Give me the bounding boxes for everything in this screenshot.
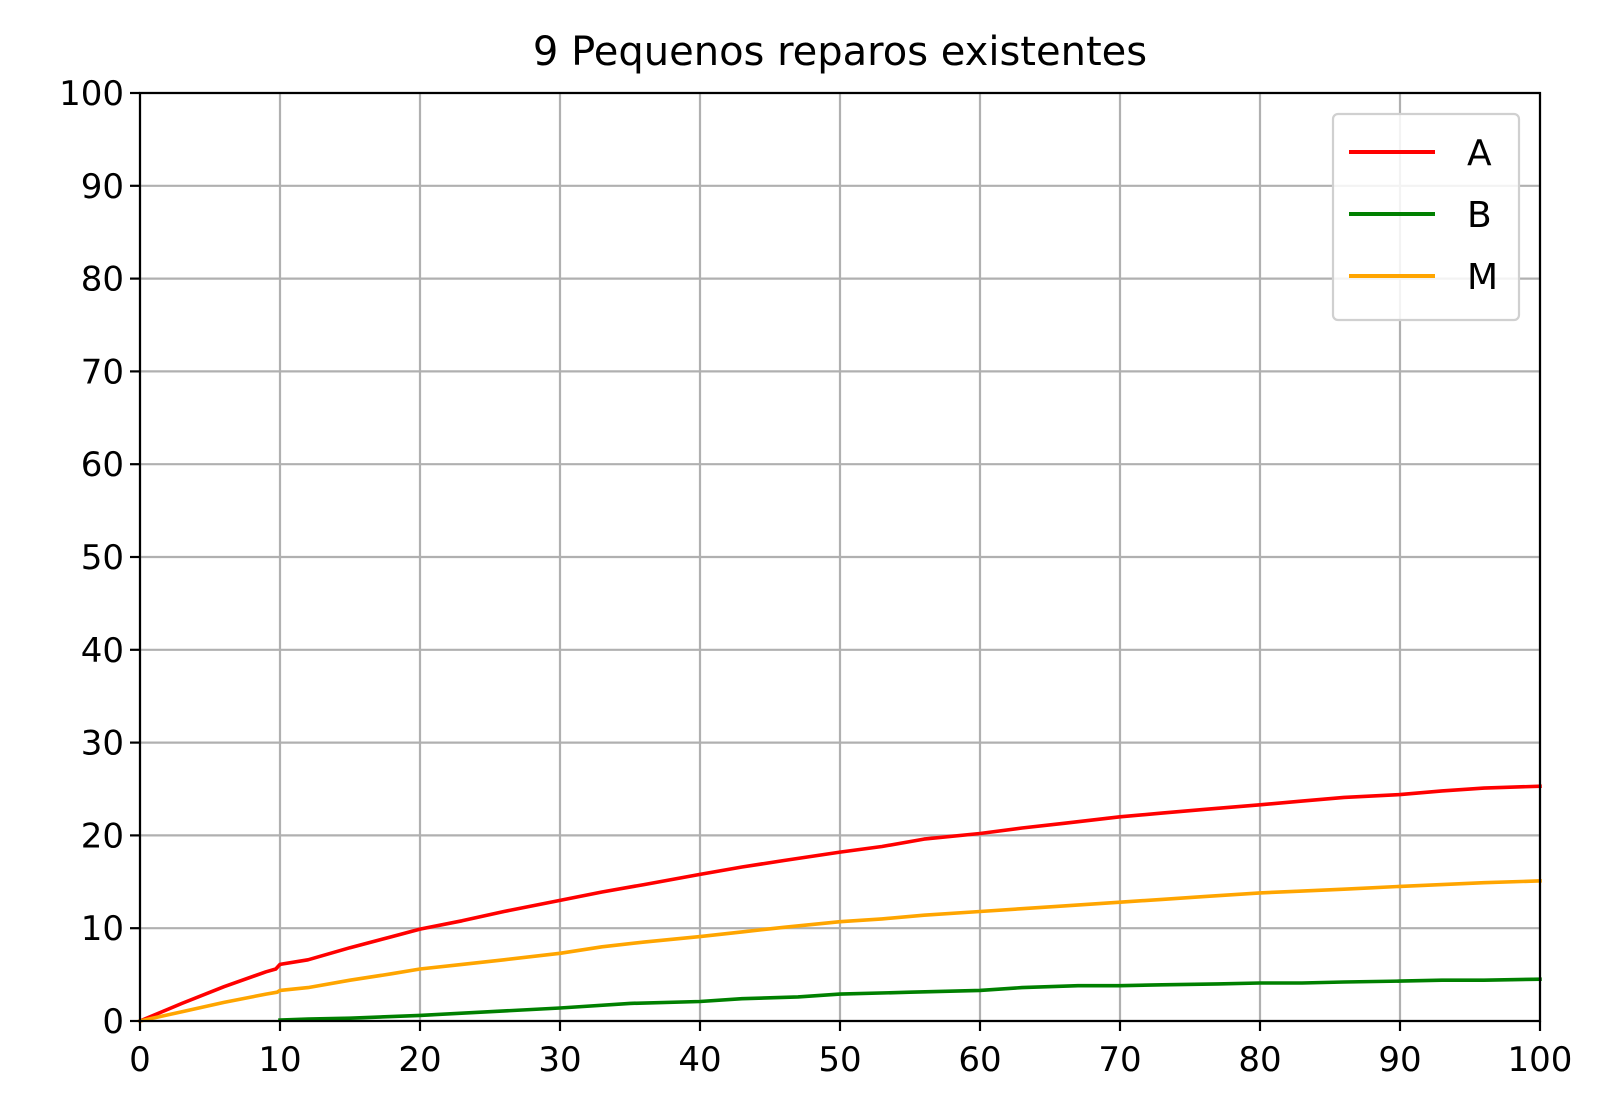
y-tick-label: 30 — [81, 724, 124, 764]
chart-title: 9 Pequenos reparos existentes — [533, 29, 1147, 75]
x-tick-label: 70 — [1098, 1040, 1141, 1080]
y-tick-label: 50 — [81, 538, 124, 578]
x-tick-label: 30 — [538, 1040, 581, 1080]
y-tick-label: 40 — [81, 631, 124, 671]
x-tick-label: 10 — [258, 1040, 301, 1080]
y-tick-label: 100 — [59, 74, 124, 114]
y-tick-label: 70 — [81, 352, 124, 392]
legend-label-m: M — [1467, 257, 1498, 298]
legend: ABM — [1331, 112, 1521, 322]
x-tick-label: 0 — [129, 1040, 151, 1080]
y-tick-label: 20 — [81, 816, 124, 856]
x-tick-label: 50 — [818, 1040, 861, 1080]
y-tick-label: 0 — [102, 1002, 124, 1042]
legend-box — [1331, 112, 1521, 322]
axis-ticks: 0 10 20 30 40 50 60 70 80 90 100 0 10 20 30 40 50 60 70 80 9… — [59, 74, 1572, 1080]
x-tick-label: 60 — [958, 1040, 1001, 1080]
series-line-m — [137, 879, 1542, 1024]
x-tick-label: 20 — [398, 1040, 441, 1080]
x-tick-label: 80 — [1238, 1040, 1281, 1080]
series-line-b — [278, 977, 1542, 1022]
series-group — [137, 784, 1542, 1024]
x-tick-label: 40 — [678, 1040, 721, 1080]
y-tick-label: 90 — [81, 167, 124, 207]
x-tick-label: 90 — [1378, 1040, 1421, 1080]
legend-label-b: B — [1467, 195, 1492, 236]
y-tick-label: 60 — [81, 445, 124, 485]
series-line-a — [137, 784, 1542, 1024]
y-tick-label: 80 — [81, 260, 124, 300]
y-tick-label: 10 — [81, 909, 124, 949]
legend-label-a: A — [1467, 133, 1492, 174]
x-tick-label: 100 — [1508, 1040, 1573, 1080]
